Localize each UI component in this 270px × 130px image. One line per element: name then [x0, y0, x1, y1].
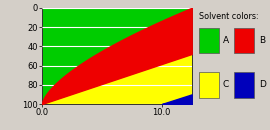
Text: A: A — [223, 36, 229, 45]
Text: B: B — [259, 36, 265, 45]
Bar — [199, 72, 219, 98]
Text: C: C — [223, 80, 229, 89]
Text: Solvent colors:: Solvent colors: — [199, 12, 258, 21]
Bar — [199, 28, 219, 53]
Bar — [234, 28, 254, 53]
Text: D: D — [259, 80, 266, 89]
Bar — [234, 72, 254, 98]
